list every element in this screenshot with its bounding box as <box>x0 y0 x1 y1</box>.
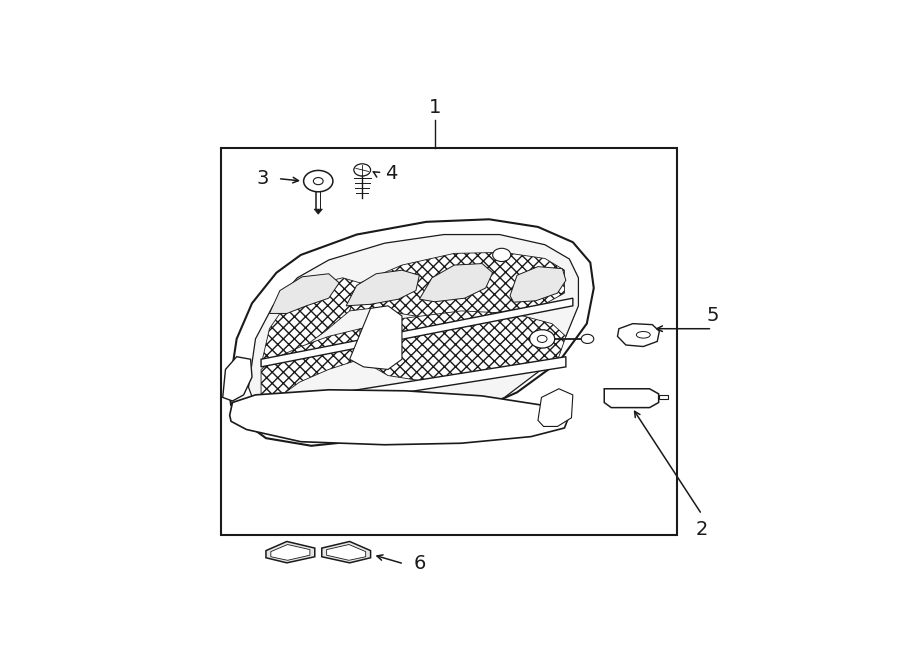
Polygon shape <box>327 545 365 561</box>
Polygon shape <box>271 545 310 561</box>
Polygon shape <box>659 395 669 399</box>
Polygon shape <box>261 298 573 367</box>
Text: 3: 3 <box>256 169 268 188</box>
Polygon shape <box>617 324 660 346</box>
Text: 1: 1 <box>428 98 441 117</box>
Ellipse shape <box>636 332 651 338</box>
Circle shape <box>492 249 511 262</box>
Circle shape <box>529 330 554 348</box>
Polygon shape <box>538 389 573 426</box>
Circle shape <box>581 334 594 344</box>
Text: 6: 6 <box>413 555 426 573</box>
Circle shape <box>537 335 547 342</box>
Bar <box>220 148 678 535</box>
Polygon shape <box>346 270 419 306</box>
Polygon shape <box>604 389 659 408</box>
Polygon shape <box>222 357 252 401</box>
Circle shape <box>354 164 371 176</box>
Polygon shape <box>229 219 594 446</box>
Polygon shape <box>261 357 566 415</box>
Polygon shape <box>269 274 339 313</box>
Polygon shape <box>263 278 360 367</box>
Polygon shape <box>419 264 492 301</box>
Polygon shape <box>322 541 371 563</box>
Polygon shape <box>349 306 402 369</box>
Circle shape <box>303 171 333 192</box>
Circle shape <box>313 178 323 184</box>
Polygon shape <box>360 311 566 382</box>
Polygon shape <box>261 329 360 405</box>
Polygon shape <box>230 390 570 445</box>
Polygon shape <box>510 266 566 302</box>
Text: 2: 2 <box>696 520 708 539</box>
Text: 4: 4 <box>385 164 398 183</box>
Polygon shape <box>248 235 579 433</box>
Polygon shape <box>349 253 564 319</box>
Text: 5: 5 <box>706 307 718 325</box>
Polygon shape <box>314 209 322 214</box>
Polygon shape <box>266 541 315 563</box>
